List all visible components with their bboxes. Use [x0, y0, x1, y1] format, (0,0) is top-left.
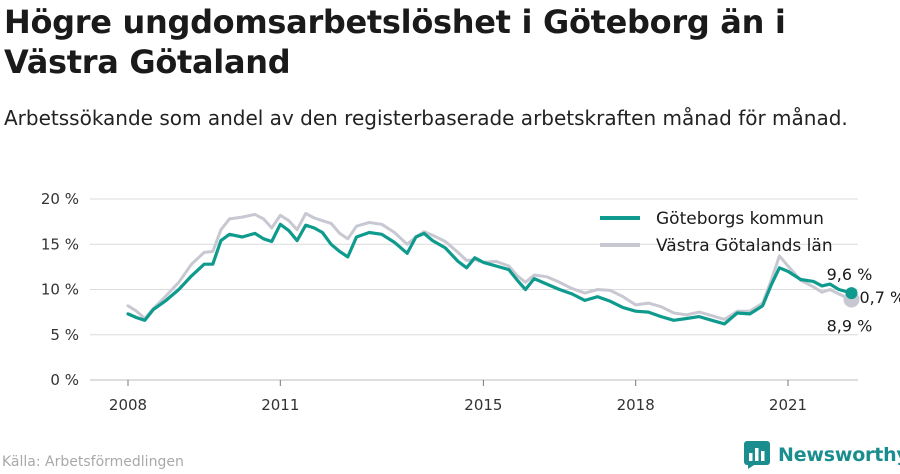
series-line [126, 222, 854, 326]
x-tick-label: 2018 [617, 396, 655, 414]
x-tick-label: 2008 [109, 396, 147, 414]
grid-lines [90, 198, 858, 381]
series-end-point [845, 287, 858, 300]
series-lines [126, 212, 860, 326]
x-tick-label: 2015 [464, 396, 502, 414]
legend-label: Västra Götalands län [656, 236, 833, 256]
source-text: Källa: Arbetsförmedlingen [2, 454, 184, 470]
annotation-label: 8,9 % [827, 316, 873, 335]
brand-logo: Newsworthy [744, 440, 900, 470]
end-annotations: 9,6 % 0,7 % 8,9 % [827, 265, 900, 335]
x-tick-label: 2011 [261, 396, 299, 414]
y-tick-label: 10 % [41, 281, 79, 299]
legend-label: Göteborgs kommun [656, 209, 824, 229]
annotation-label: 9,6 % [827, 265, 873, 284]
y-tick-label: 15 % [41, 235, 79, 253]
brand-name: Newsworthy [778, 444, 900, 466]
y-tick-label: 5 % [50, 326, 79, 344]
newsworthy-logo-icon [744, 441, 770, 469]
y-axis-ticks: 0 % 5 % 10 % 15 % 20 % [41, 190, 79, 389]
chart-title: Högre ungdomsarbetslöshet i Göteborg än … [4, 3, 786, 81]
x-tick-label: 2021 [769, 396, 807, 414]
legend: Göteborgs kommun Västra Götalands län [600, 209, 833, 256]
y-tick-label: 20 % [41, 190, 79, 208]
x-axis-ticks: 2008 2011 2015 2018 2021 [109, 380, 807, 414]
chart-subtitle: Arbetssökande som andel av den registerb… [4, 106, 848, 130]
y-tick-label: 0 % [50, 371, 79, 389]
series-line [126, 212, 853, 321]
annotation-label: 0,7 % [859, 288, 900, 307]
